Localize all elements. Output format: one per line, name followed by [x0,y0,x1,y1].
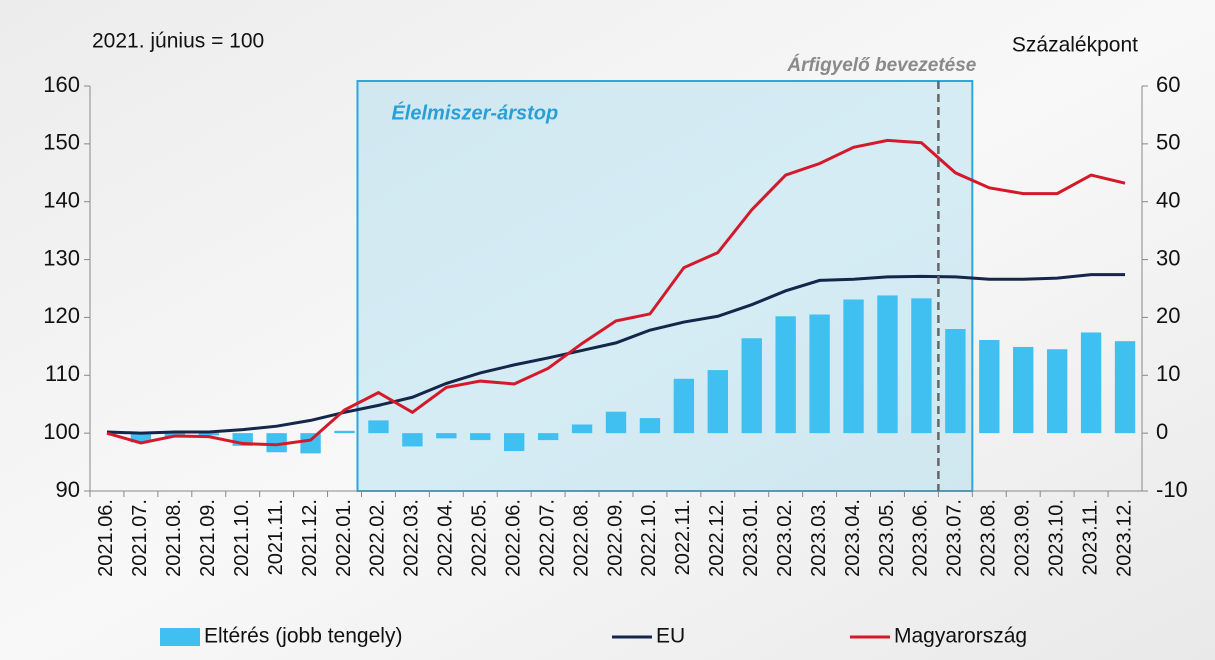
y2-tick-label: 60 [1156,72,1180,97]
x-tick-label: 2022.05. [469,499,491,577]
y-tick-label: 120 [43,303,80,328]
left-axis-title: 2021. június = 100 [92,30,264,53]
legend-label: Magyarország [894,625,1027,648]
bar [843,299,864,434]
x-tick-label: 2023.08. [978,499,1000,577]
bar [945,329,966,434]
x-tick-label: 2022.10. [638,499,660,577]
bar [470,433,491,441]
x-tick-label: 2023.03. [808,499,830,577]
y2-tick-label: -10 [1156,477,1188,502]
x-tick-label: 2023.02. [774,499,796,577]
x-tick-label: 2023.05. [876,499,898,577]
bar [1046,349,1068,434]
x-tick-label: 2023.11. [1079,499,1101,575]
bar [1080,332,1102,434]
bar [1013,346,1034,434]
y-tick-label: 130 [43,245,80,270]
bar [130,433,152,443]
bar [436,433,457,439]
bar [673,378,695,434]
x-tick-label: 2023.06. [910,499,932,577]
x-tick-label: 2022.06. [502,499,524,577]
x-tick-label: 2021.11. [265,499,287,575]
bar [1114,341,1136,434]
bar [368,420,389,434]
y2-tick-label: 30 [1156,245,1180,270]
y2-tick-label: 50 [1156,130,1180,155]
shaded-label: Élelmiszer-árstop [391,101,558,124]
y2-tick-label: 0 [1156,419,1168,444]
y2-tick-label: 20 [1156,303,1180,328]
legend-swatch [160,628,200,646]
x-tick-label: 2022.12. [706,499,728,577]
bar [334,430,355,434]
x-tick-label: 2022.04. [435,499,457,577]
x-tick-label: 2022.07. [536,499,558,577]
x-tick-label: 2021.12. [299,499,321,577]
x-tick-label: 2023.04. [842,499,864,577]
y-tick-label: 90 [56,477,80,502]
right-axis-title: Százalékpont [1012,34,1138,57]
line [106,138,1126,447]
legend-label: EU [656,625,685,648]
x-tick-label: 2021.09. [197,499,219,577]
bar [877,295,898,434]
bar [741,338,762,434]
x-tick-label: 2023.01. [740,499,762,577]
y-tick-label: 150 [43,130,80,155]
legend-label: Eltérés (jobb tengely) [204,625,402,648]
shaded-region [356,80,974,492]
bar [707,370,728,434]
bar [266,433,287,453]
bar [979,339,1000,434]
vertical-line-label: Árfigyelő bevezetése [786,54,976,76]
bar [402,433,423,447]
x-tick-label: 2022.03. [401,499,423,577]
bar [775,316,796,434]
y2-tick-label: 40 [1156,188,1180,213]
bar [571,424,593,434]
x-tick-label: 2022.02. [367,499,389,577]
x-tick-label: 2023.09. [1012,499,1034,577]
bar [809,314,830,434]
y-tick-label: 140 [43,188,80,213]
y2-tick-label: 10 [1156,361,1180,386]
bar [198,433,219,436]
bar [605,411,627,434]
x-tick-label: 2023.07. [944,499,966,577]
bar [639,418,661,434]
line [106,273,1126,435]
bar [504,433,525,452]
x-tick-label: 2022.11. [672,499,694,575]
x-tick-label: 2021.08. [163,499,185,577]
x-tick-label: 2021.07. [129,499,151,577]
x-tick-label: 2021.10. [231,499,253,577]
bar [537,433,559,441]
x-tick-label: 2021.06. [95,499,117,577]
bar [300,433,321,454]
y-tick-label: 160 [43,72,80,97]
y-tick-label: 100 [43,419,80,444]
x-tick-label: 2022.01. [333,499,355,577]
x-tick-label: 2022.08. [570,499,592,577]
x-tick-label: 2023.10. [1045,499,1067,577]
x-tick-label: 2022.09. [604,499,626,577]
bar [911,298,932,434]
y-tick-label: 110 [45,361,80,386]
x-tick-label: 2023.12. [1113,499,1135,577]
